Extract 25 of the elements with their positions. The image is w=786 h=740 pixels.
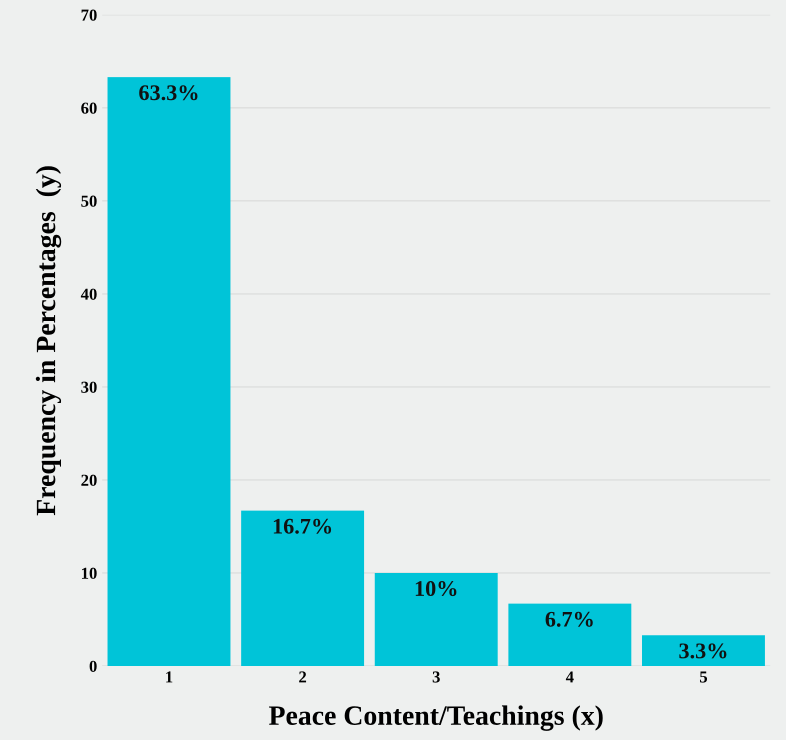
x-tick-label: 1 xyxy=(166,671,172,682)
x-tick-label: 4 xyxy=(566,671,574,682)
y-axis-title: Frequency in Percentages (y) xyxy=(36,166,62,516)
x-axis-title: Peace Content/Teachings (x) xyxy=(269,705,603,731)
y-tick-label: 20 xyxy=(81,474,97,486)
data-label: 3.3% xyxy=(679,643,726,658)
bar xyxy=(108,77,230,666)
y-tick-label: 30 xyxy=(81,382,97,393)
data-label: 6.7% xyxy=(546,612,593,627)
y-tick-label: 10 xyxy=(82,568,97,579)
y-tick-label: 0 xyxy=(90,660,97,672)
x-tick-label: 5 xyxy=(700,672,708,683)
data-label: 10% xyxy=(416,581,456,596)
x-tick-label: 3 xyxy=(432,671,440,683)
y-tick-label: 50 xyxy=(81,196,97,207)
bar xyxy=(508,604,632,666)
x-tick-label: 2 xyxy=(299,671,306,682)
y-tick-label: 70 xyxy=(82,10,97,21)
y-tick-label: 40 xyxy=(80,288,97,300)
bar xyxy=(642,635,765,666)
bar xyxy=(241,510,364,666)
y-tick-label: 60 xyxy=(81,102,97,114)
bar xyxy=(374,572,498,666)
data-label: 63.3% xyxy=(139,85,198,100)
data-label: 16.7% xyxy=(274,518,332,534)
